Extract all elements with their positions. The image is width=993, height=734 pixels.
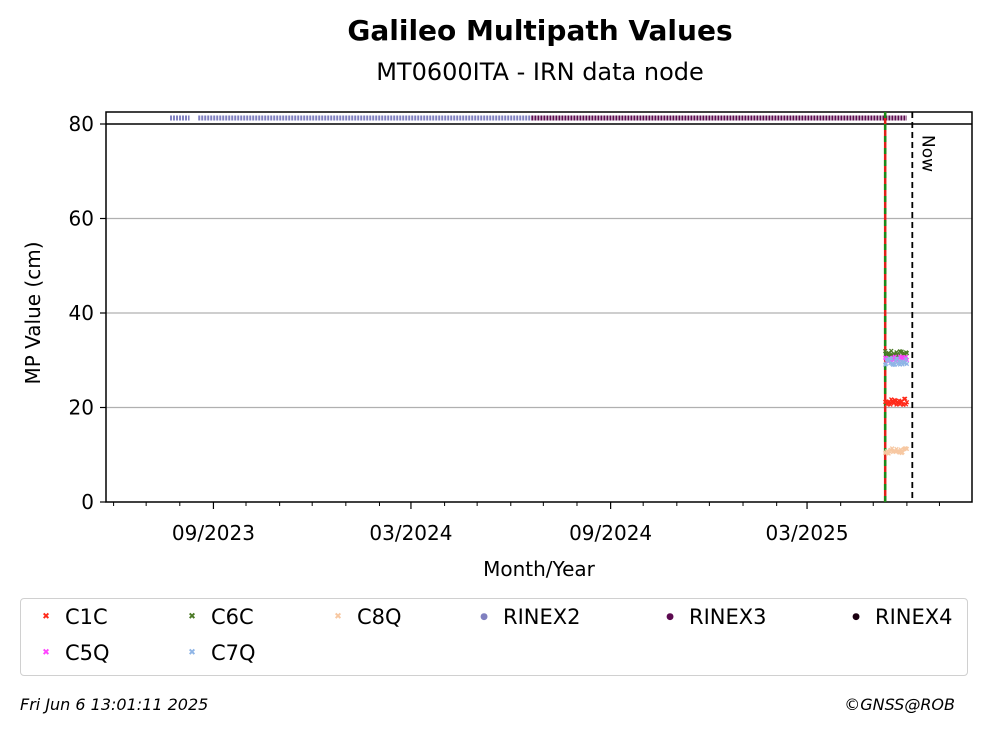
data-point	[904, 361, 910, 367]
legend-label: RINEX3	[689, 605, 767, 629]
dot-marker-icon: ●	[480, 612, 488, 622]
footer-credit: ©GNSS@ROB	[844, 695, 955, 714]
legend-item-c6c: ✖ C6C	[183, 605, 254, 629]
legend-item-c5q: ✖ C5Q	[37, 641, 110, 665]
legend-item-c8q: ✖ C8Q	[329, 605, 402, 629]
series-c7q	[882, 356, 910, 368]
y-axis-label: MP Value (cm)	[21, 241, 45, 384]
series-c1c	[882, 396, 910, 408]
y-tick-label: 80	[69, 112, 94, 136]
data-point	[904, 399, 910, 405]
y-tick-label: 60	[69, 207, 94, 231]
plot-frame	[105, 111, 973, 503]
series-c8q	[882, 446, 910, 456]
x-marker-icon: ✖	[42, 648, 50, 658]
y-tick-label: 0	[81, 490, 94, 514]
data-point	[902, 396, 908, 401]
chart-subtitle: MT0600ITA - IRN data node	[376, 58, 704, 86]
x-tick-label: 03/2025	[766, 521, 849, 545]
data-point	[894, 350, 899, 355]
x-marker-icon: ✖	[334, 612, 342, 622]
legend-label: C5Q	[65, 641, 110, 665]
y-tick-label: 20	[69, 396, 94, 420]
legend-label: C6C	[211, 605, 254, 629]
data-point	[883, 361, 889, 367]
legend-label: RINEX2	[503, 605, 581, 629]
legend-item-rinex4: ● RINEX4	[847, 605, 953, 629]
x-marker-icon: ✖	[188, 612, 196, 622]
data-point	[889, 356, 894, 361]
data-point	[900, 450, 905, 455]
x-tick-label: 09/2024	[569, 521, 652, 545]
legend-label: C1C	[65, 605, 108, 629]
legend-label: RINEX4	[875, 605, 953, 629]
x-marker-icon: ✖	[42, 612, 50, 622]
x-tick-label: 09/2023	[172, 521, 255, 545]
legend-label: C7Q	[211, 641, 256, 665]
x-tick-label: 03/2024	[369, 521, 452, 545]
legend-label: C8Q	[357, 605, 402, 629]
x-axis-label: Month/Year	[483, 557, 596, 581]
dot-marker-icon: ●	[666, 612, 674, 622]
data-point	[892, 362, 897, 368]
legend-item-c1c: ✖ C1C	[37, 605, 108, 629]
multipath-chart: 0 20 40 60 80 09/2023 03/2024 09/2024 03/2025 Mon…	[21, 111, 973, 581]
legend-item-c7q: ✖ C7Q	[183, 641, 256, 665]
dot-marker-icon: ●	[852, 612, 860, 622]
footer-timestamp: Fri Jun 6 13:01:11 2025	[20, 695, 209, 714]
data-point	[903, 356, 909, 362]
chart-legend: ✖ C1C ✖ C6C ✖ C8Q ● RINEX2 ● RINEX3 ● RINEX4 ✖ C5Q ✖ C7…	[20, 598, 968, 676]
y-tick-label: 40	[69, 301, 94, 325]
now-label: Now	[917, 135, 937, 172]
legend-item-rinex3: ● RINEX3	[661, 605, 767, 629]
x-marker-icon: ✖	[188, 648, 196, 658]
data-point	[904, 446, 910, 452]
data-point	[904, 350, 910, 356]
legend-item-rinex2: ● RINEX2	[475, 605, 581, 629]
chart-title: Galileo Multipath Values	[347, 14, 733, 47]
